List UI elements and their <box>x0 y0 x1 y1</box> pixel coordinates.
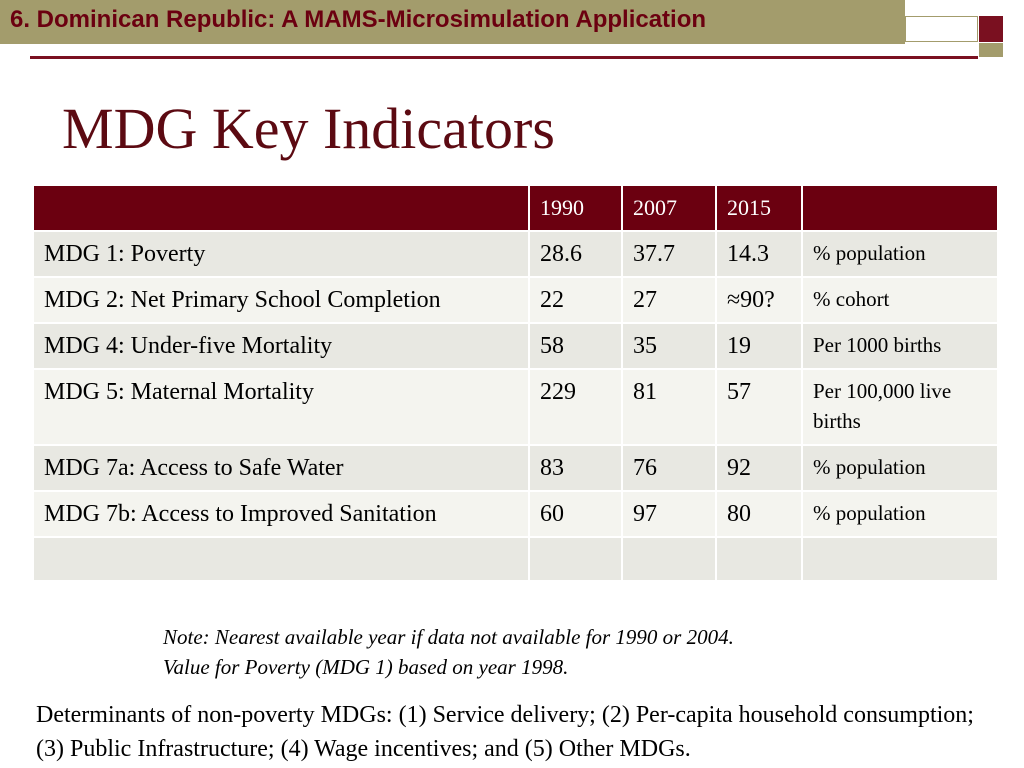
cell-empty <box>529 536 623 580</box>
corner-decoration-olive <box>979 43 1003 57</box>
cell-1990: 83 <box>529 444 623 491</box>
cell-2007: 27 <box>622 276 717 323</box>
cell-indicator: MDG 4: Under-five Mortality <box>34 322 530 369</box>
table-note: Note: Nearest available year if data not… <box>163 622 734 682</box>
cell-unit: Per 1000 births <box>802 322 999 369</box>
header-divider <box>30 56 978 59</box>
cell-empty <box>802 536 999 580</box>
cell-unit: % population <box>802 490 999 537</box>
cell-2007: 97 <box>622 490 717 537</box>
column-header-unit <box>802 186 999 231</box>
cell-unit: % population <box>802 230 999 277</box>
cell-1990: 60 <box>529 490 623 537</box>
cell-unit: Per 100,000 live births <box>802 368 999 445</box>
column-header-2007: 2007 <box>622 186 717 231</box>
cell-indicator: MDG 2: Net Primary School Completion <box>34 276 530 323</box>
slide-title: MDG Key Indicators <box>62 96 555 161</box>
column-header-1990: 1990 <box>529 186 623 231</box>
table-row: MDG 4: Under-five Mortality 58 35 19 Per… <box>34 322 999 369</box>
header-title: 6. Dominican Republic: A MAMS-Microsimul… <box>10 6 707 33</box>
corner-decoration-outline <box>905 16 978 42</box>
table-row: MDG 7a: Access to Safe Water 83 76 92 % … <box>34 444 999 491</box>
table-row: MDG 7b: Access to Improved Sanitation 60… <box>34 490 999 537</box>
cell-2007: 35 <box>622 322 717 369</box>
cell-2015: 19 <box>716 322 803 369</box>
column-header-indicator <box>34 186 530 231</box>
corner-decoration-red <box>979 16 1003 42</box>
table-row: MDG 1: Poverty 28.6 37.7 14.3 % populati… <box>34 230 999 277</box>
cell-1990: 229 <box>529 368 623 445</box>
cell-unit: % cohort <box>802 276 999 323</box>
cell-1990: 22 <box>529 276 623 323</box>
cell-2015: 57 <box>716 368 803 445</box>
note-line-1: Note: Nearest available year if data not… <box>163 625 734 649</box>
cell-2007: 76 <box>622 444 717 491</box>
cell-2015: 80 <box>716 490 803 537</box>
cell-1990: 28.6 <box>529 230 623 277</box>
cell-unit: % population <box>802 444 999 491</box>
table-row-empty <box>34 536 999 580</box>
cell-empty <box>716 536 803 580</box>
cell-indicator: MDG 7b: Access to Improved Sanitation <box>34 490 530 537</box>
table-header-row: 1990 2007 2015 <box>34 186 999 231</box>
cell-2007: 81 <box>622 368 717 445</box>
note-line-2: Value for Poverty (MDG 1) based on year … <box>163 655 569 679</box>
cell-indicator: MDG 1: Poverty <box>34 230 530 277</box>
cell-empty <box>622 536 717 580</box>
cell-2015: 92 <box>716 444 803 491</box>
cell-indicator: MDG 5: Maternal Mortality <box>34 368 530 445</box>
cell-2015: 14.3 <box>716 230 803 277</box>
cell-2007: 37.7 <box>622 230 717 277</box>
table-row: MDG 2: Net Primary School Completion 22 … <box>34 276 999 323</box>
determinants-text: Determinants of non-poverty MDGs: (1) Se… <box>36 702 974 762</box>
cell-indicator: MDG 7a: Access to Safe Water <box>34 444 530 491</box>
cell-empty <box>34 536 530 580</box>
cell-1990: 58 <box>529 322 623 369</box>
column-header-2015: 2015 <box>716 186 803 231</box>
table-row: MDG 5: Maternal Mortality 229 81 57 Per … <box>34 368 999 445</box>
header-banner: 6. Dominican Republic: A MAMS-Microsimul… <box>0 0 905 44</box>
indicators-table: 1990 2007 2015 MDG 1: Poverty 28.6 37.7 … <box>34 186 999 580</box>
cell-2015: ≈90? <box>716 276 803 323</box>
